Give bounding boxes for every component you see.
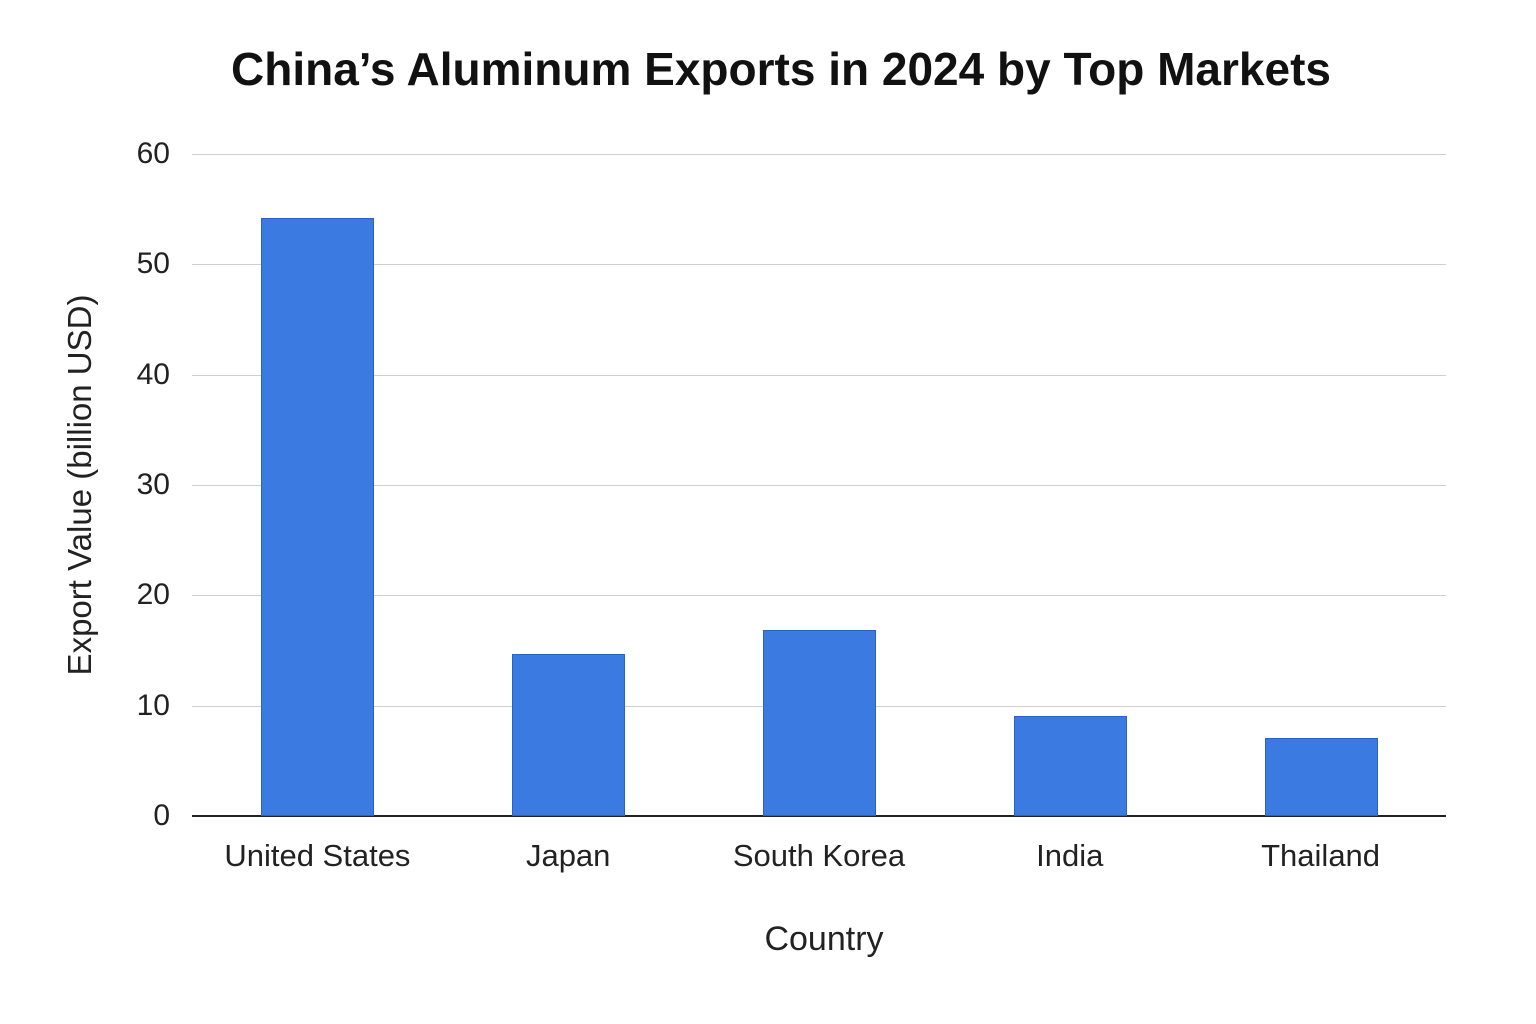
bar-united-states bbox=[261, 218, 375, 816]
gridline bbox=[192, 485, 1446, 486]
gridline bbox=[192, 264, 1446, 266]
x-tick-label: Japan bbox=[525, 838, 611, 873]
x-tick-label: South Korea bbox=[732, 838, 906, 873]
gridline bbox=[192, 154, 1446, 155]
bar-japan bbox=[512, 653, 626, 816]
x-tick-label: United States bbox=[224, 838, 411, 873]
x-axis-line bbox=[192, 815, 1446, 817]
y-tick-label: 30 bbox=[136, 468, 170, 501]
y-tick-label: 10 bbox=[136, 688, 170, 722]
bar-thailand bbox=[1264, 737, 1378, 816]
bar-south-korea bbox=[763, 629, 876, 816]
plot-area bbox=[192, 154, 1446, 817]
gridline bbox=[192, 595, 1446, 597]
x-tick-label: India bbox=[1036, 838, 1104, 873]
chart-title: China’s Aluminum Exports in 2024 by Top … bbox=[231, 43, 1331, 95]
y-tick-label: 50 bbox=[136, 247, 170, 281]
x-axis-label: Country bbox=[764, 920, 884, 958]
y-axis-label: Export Value (billion USD) bbox=[61, 294, 98, 676]
y-tick-label: 60 bbox=[136, 137, 170, 170]
y-tick-label: 20 bbox=[136, 578, 170, 612]
bar-india bbox=[1013, 715, 1127, 816]
x-tick-label: Thailand bbox=[1261, 838, 1381, 873]
y-tick-label: 0 bbox=[153, 799, 170, 832]
y-tick-label: 40 bbox=[136, 357, 170, 391]
gridline bbox=[192, 374, 1446, 376]
